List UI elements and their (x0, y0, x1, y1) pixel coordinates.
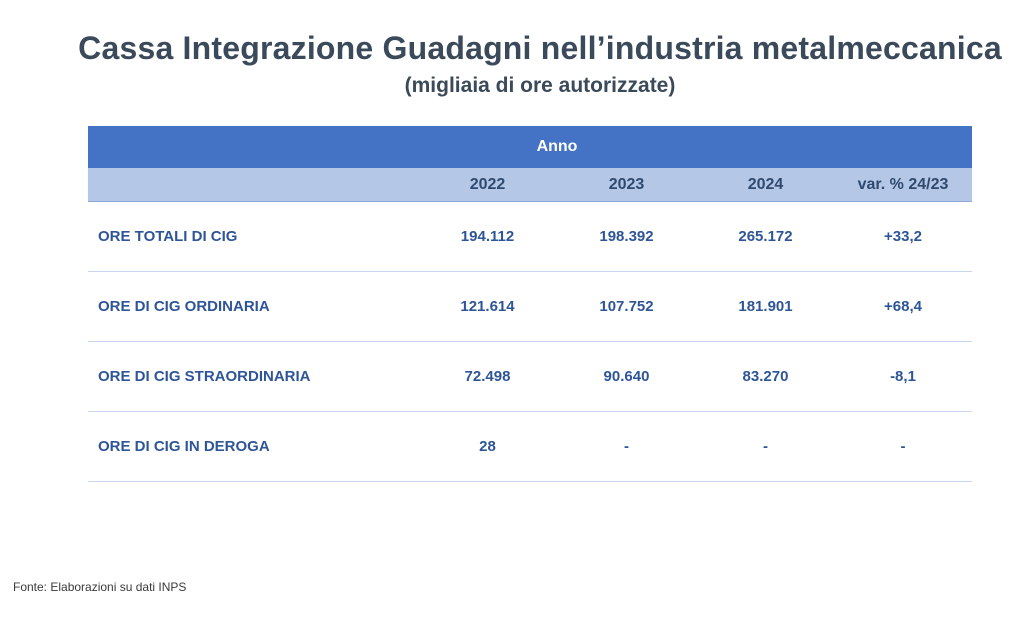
cell-2022: 121.614 (460, 298, 515, 315)
row-label: ORE TOTALI DI CIG (98, 228, 238, 245)
cell-2024: 181.901 (738, 298, 793, 315)
column-header-2023: 2023 (608, 175, 645, 193)
cell-variation: +68,4 (884, 298, 922, 315)
cell-variation: +33,2 (884, 228, 922, 245)
cell-2022: 194.112 (460, 228, 515, 245)
cig-table: Anno 2022 2023 2024 var. % 24/23 ORE TOT… (88, 126, 972, 482)
cell-2024: 265.172 (738, 228, 793, 245)
cell-variation: - (900, 438, 906, 455)
table-row-deroga: ORE DI CIG IN DEROGA 28 - - - (88, 412, 972, 482)
table-column-header: 2022 2023 2024 var. % 24/23 (88, 168, 972, 202)
cell-2022: 72.498 (464, 368, 511, 385)
table-row-ordinaria: ORE DI CIG ORDINARIA 121.614 107.752 181… (88, 272, 972, 342)
cell-2023: 107.752 (599, 298, 654, 315)
cell-2023: 90.640 (603, 368, 650, 385)
table-row-ore-totali: ORE TOTALI DI CIG 194.112 198.392 265.17… (88, 202, 972, 272)
cell-2023: - (624, 438, 629, 455)
page-subtitle: (migliaia di ore autorizzate) (404, 74, 676, 97)
cell-variation: -8,1 (890, 368, 916, 385)
table-row-straordinaria: ORE DI CIG STRAORDINARIA 72.498 90.640 8… (88, 342, 972, 412)
row-label: ORE DI CIG ORDINARIA (98, 298, 270, 315)
column-header-2024: 2024 (747, 175, 784, 193)
row-label: ORE DI CIG IN DEROGA (98, 438, 270, 455)
page-title: Cassa Integrazione Guadagni nell’industr… (78, 30, 1002, 66)
source-note: Fonte: Elaborazioni su dati INPS (13, 580, 187, 594)
group-header-label: Anno (536, 138, 578, 155)
column-header-variation: var. % 24/23 (857, 175, 949, 193)
column-header-2022: 2022 (469, 175, 506, 193)
table-group-header: Anno (88, 126, 972, 168)
cell-2023: 198.392 (599, 228, 654, 245)
cell-2022: 28 (479, 438, 496, 455)
cell-2024: 83.270 (742, 368, 789, 385)
row-label: ORE DI CIG STRAORDINARIA (98, 368, 311, 385)
cell-2024: - (763, 438, 768, 455)
